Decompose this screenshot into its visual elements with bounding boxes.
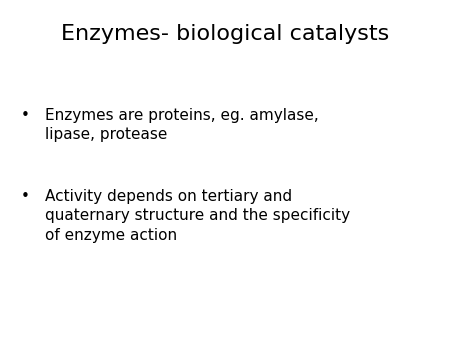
Text: •: • bbox=[20, 189, 29, 204]
Text: •: • bbox=[20, 108, 29, 123]
Text: Enzymes- biological catalysts: Enzymes- biological catalysts bbox=[61, 24, 389, 44]
Text: Activity depends on tertiary and
quaternary structure and the specificity
of enz: Activity depends on tertiary and quatern… bbox=[45, 189, 350, 243]
Text: Enzymes are proteins, eg. amylase,
lipase, protease: Enzymes are proteins, eg. amylase, lipas… bbox=[45, 108, 319, 142]
